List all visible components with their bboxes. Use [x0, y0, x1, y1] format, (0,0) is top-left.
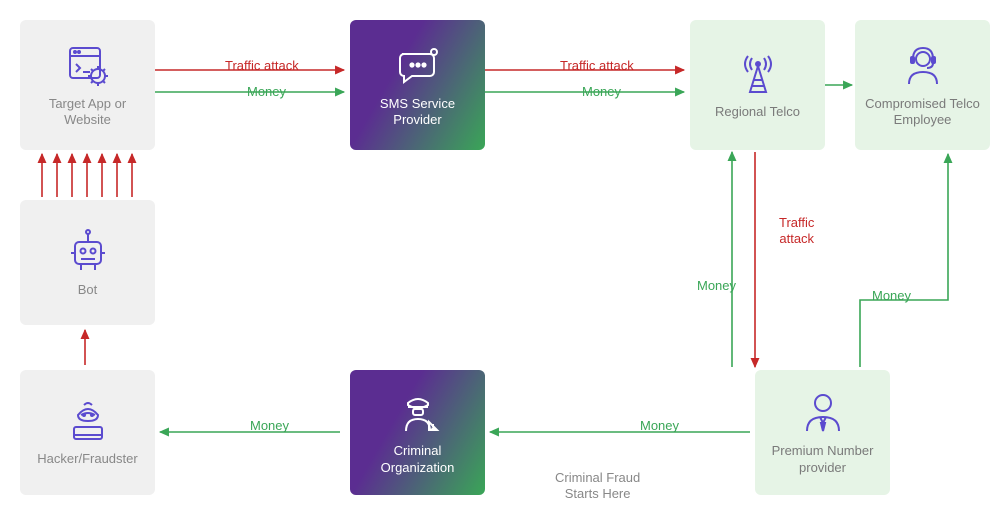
hacker-icon: [64, 397, 112, 445]
edge-label: Money: [697, 278, 736, 294]
chat-icon: [394, 42, 442, 90]
node-employee: Compromised Telco Employee: [855, 20, 990, 150]
edge-label: Traffic attack: [560, 58, 634, 74]
edge-label: Traffic attack: [779, 215, 814, 246]
node-bot: Bot: [20, 200, 155, 325]
node-telco: Regional Telco: [690, 20, 825, 150]
fraud-note: Criminal Fraud Starts Here: [555, 470, 640, 501]
node-target-app: Target App or Website: [20, 20, 155, 150]
browser-gear-icon: [64, 42, 112, 90]
node-hacker: Hacker/Fraudster: [20, 370, 155, 495]
node-sms-provider: SMS Service Provider: [350, 20, 485, 150]
node-criminal-org: Criminal Organization: [350, 370, 485, 495]
node-label: Hacker/Fraudster: [37, 451, 137, 467]
antenna-icon: [734, 50, 782, 98]
edge-label: Money: [872, 288, 911, 304]
node-label: Compromised Telco Employee: [863, 96, 982, 129]
edge-label: Traffic attack: [225, 58, 299, 74]
criminal-icon: [394, 389, 442, 437]
node-label: Premium Number provider: [763, 443, 882, 476]
node-label: SMS Service Provider: [358, 96, 477, 129]
node-label: Criminal Organization: [358, 443, 477, 476]
robot-icon: [63, 226, 113, 276]
node-label: Target App or Website: [28, 96, 147, 129]
node-label: Regional Telco: [715, 104, 800, 120]
edge-label: Money: [247, 84, 286, 100]
node-premium: Premium Number provider: [755, 370, 890, 495]
headset-icon: [899, 42, 947, 90]
person-tie-icon: [799, 389, 847, 437]
edge-label: Money: [250, 418, 289, 434]
edge-label: Money: [640, 418, 679, 434]
node-label: Bot: [78, 282, 98, 298]
edge-label: Money: [582, 84, 621, 100]
